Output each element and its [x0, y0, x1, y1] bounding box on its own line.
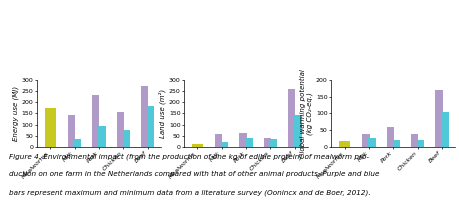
Bar: [245, 138, 252, 147]
Bar: [441, 112, 448, 147]
Y-axis label: Global warming potential
(kg CO₂-eq.): Global warming potential (kg CO₂-eq.): [299, 69, 313, 158]
Bar: [214, 134, 222, 147]
Bar: [147, 106, 154, 147]
Text: Figure 4. Environmental impact (from the production of one kg of edible protein): Figure 4. Environmental impact (from the…: [9, 153, 369, 160]
Bar: [361, 134, 369, 147]
Bar: [239, 133, 246, 147]
Bar: [294, 115, 301, 147]
Bar: [98, 126, 106, 147]
Text: duction on one farm in the Netherlands compared with that of other animal produc: duction on one farm in the Netherlands c…: [9, 171, 379, 177]
Bar: [434, 90, 442, 147]
Bar: [338, 141, 349, 147]
Bar: [416, 140, 424, 147]
Bar: [386, 127, 393, 147]
Bar: [269, 139, 277, 147]
Bar: [221, 142, 228, 147]
Bar: [410, 134, 417, 147]
Bar: [392, 140, 399, 147]
Bar: [140, 86, 148, 147]
Bar: [92, 95, 99, 147]
Y-axis label: Land use (m²): Land use (m²): [158, 89, 166, 138]
Bar: [67, 114, 75, 147]
Bar: [123, 130, 130, 147]
Bar: [45, 108, 56, 147]
Bar: [368, 138, 375, 147]
Bar: [74, 139, 81, 147]
Text: bars represent maximum and minimum data from a literature survey (Oonincx and de: bars represent maximum and minimum data …: [9, 189, 370, 196]
Bar: [287, 89, 295, 147]
Bar: [191, 144, 202, 147]
Bar: [116, 112, 123, 147]
Bar: [263, 138, 270, 147]
Y-axis label: Energy use (MJ): Energy use (MJ): [12, 86, 19, 141]
